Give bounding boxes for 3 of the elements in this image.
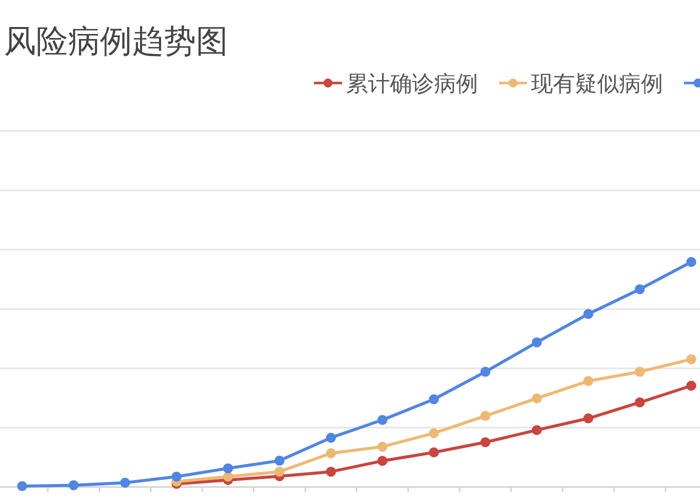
title: 风险病例趋势图 — [4, 23, 228, 59]
legend-label: 现有疑似病例 — [531, 71, 663, 96]
legend-label: 累计确诊病例 — [346, 71, 478, 96]
